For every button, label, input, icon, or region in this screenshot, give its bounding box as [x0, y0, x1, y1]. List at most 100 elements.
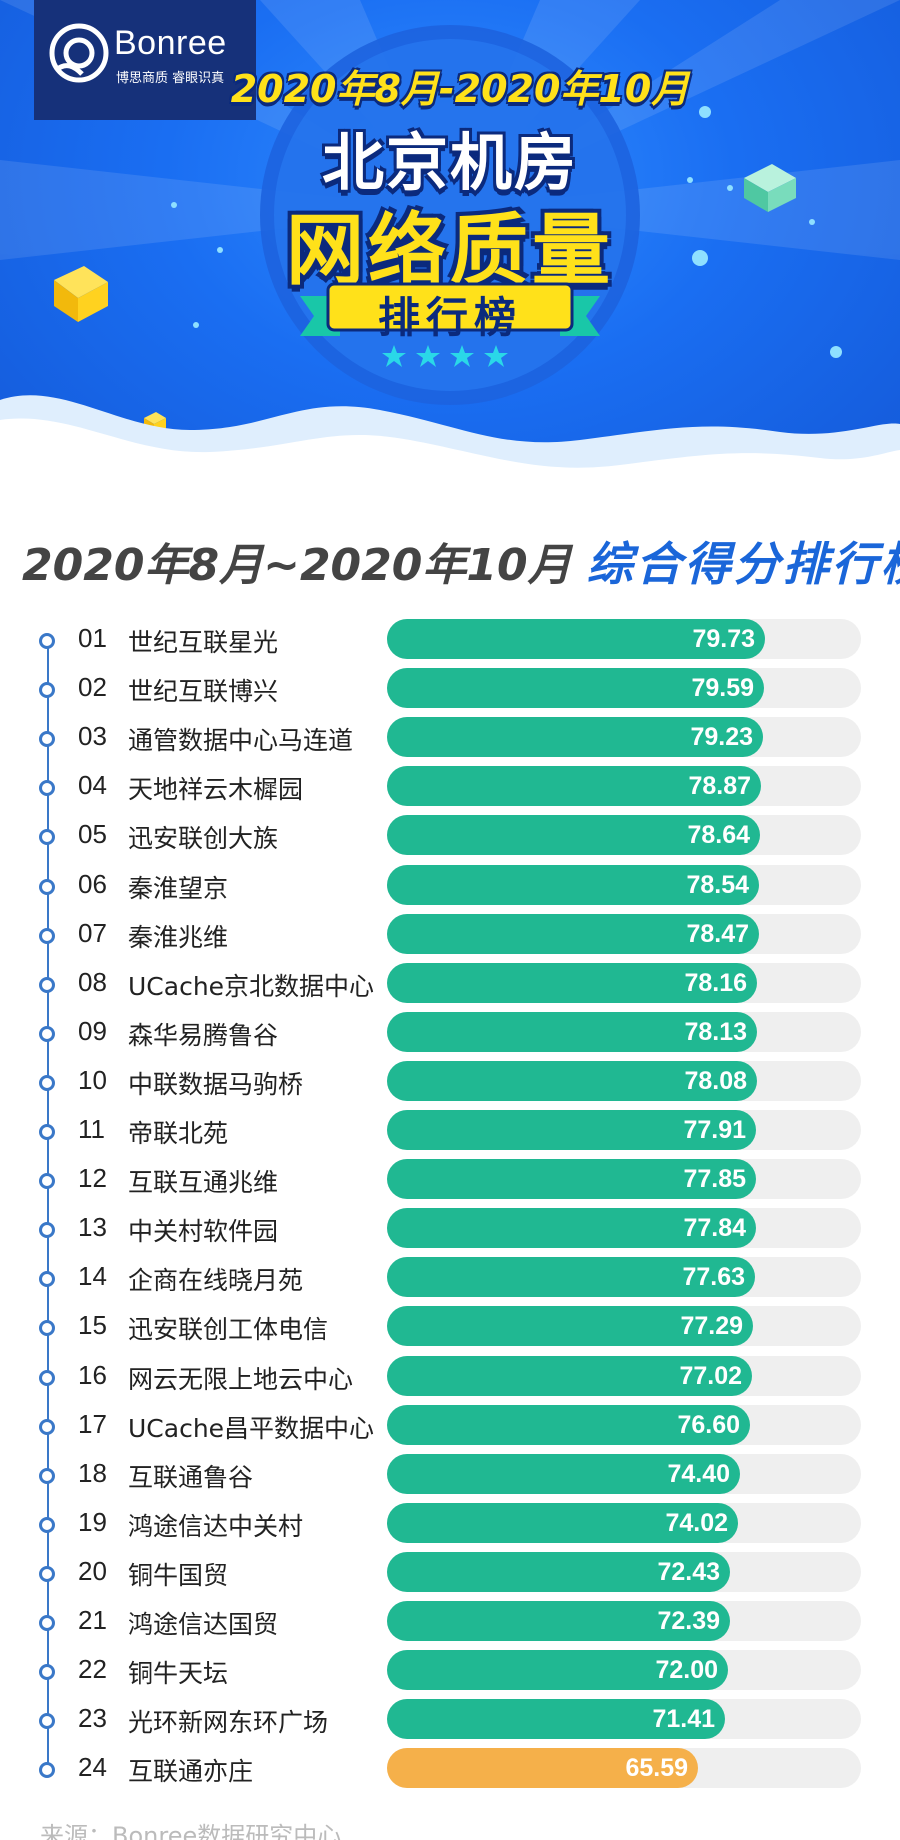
rating-stars-icon	[382, 345, 508, 367]
ranking-row: 07 秦淮兆维 78.47	[0, 912, 900, 961]
score-label: 79.73	[692, 625, 755, 653]
datacenter-name: 鸿途信达中关村	[128, 1511, 304, 1541]
score-label: 77.85	[683, 1165, 746, 1194]
banner-title-line1: 北京机房	[321, 126, 578, 199]
score-bar	[387, 1404, 750, 1445]
score-bar	[387, 619, 765, 659]
rank-number: 04	[78, 770, 107, 801]
rank-number: 17	[78, 1408, 107, 1439]
rank-number: 09	[78, 1015, 107, 1046]
rank-number: 01	[78, 623, 107, 653]
datacenter-name: 互联通亦庄	[128, 1757, 254, 1787]
ranking-row: 19 鸿途信达中关村 74.02	[0, 1501, 900, 1550]
score-label: 78.54	[686, 870, 749, 899]
score-label: 74.40	[667, 1459, 730, 1488]
ranking-row: 24 互联通亦庄 65.59	[0, 1746, 900, 1795]
rank-number: 06	[78, 868, 107, 899]
rank-number: 16	[78, 1359, 107, 1390]
datacenter-name: 鸿途信达国贸	[128, 1610, 279, 1639]
rank-number: 12	[78, 1163, 107, 1194]
datacenter-name: UCache京北数据中心	[128, 971, 375, 1001]
ranking-row: 23 光环新网东环广场 71.41	[0, 1697, 900, 1746]
banner-title-line2: 网络质量	[285, 206, 614, 296]
timeline-dot	[39, 1615, 55, 1631]
ranking-row: 05 迅安联创大族 78.64	[0, 813, 900, 862]
score-label: 77.84	[683, 1214, 746, 1243]
score-bar	[387, 815, 760, 856]
timeline-dot	[39, 1467, 55, 1484]
datacenter-name: 帝联北苑	[128, 1119, 229, 1148]
score-label: 65.59	[625, 1754, 688, 1783]
score-bar	[387, 1257, 755, 1298]
timeline-dot	[39, 1369, 55, 1386]
score-bar	[387, 1748, 698, 1789]
timeline-dot	[39, 1762, 55, 1779]
timeline-dot	[39, 1025, 55, 1042]
ranking-row: 02 世纪互联博兴 79.59	[0, 666, 900, 715]
score-label: 78.64	[687, 821, 750, 850]
score-label: 78.08	[684, 1066, 747, 1095]
score-label: 78.16	[684, 968, 747, 997]
ranking-row: 06 秦淮望京 78.54	[0, 863, 900, 912]
score-bar	[387, 1208, 756, 1249]
rank-number: 07	[78, 917, 107, 948]
timeline-line	[47, 638, 49, 1768]
score-label: 77.02	[679, 1361, 742, 1390]
timeline-dot	[39, 633, 55, 649]
section-label: 综合得分排行榜	[586, 537, 900, 591]
score-bar	[387, 962, 757, 1003]
datacenter-name: 通管数据中心马连道	[128, 726, 354, 756]
score-bar	[387, 1306, 753, 1347]
timeline-dot	[39, 1418, 55, 1435]
score-bar	[387, 668, 764, 709]
rank-number: 18	[78, 1457, 107, 1488]
rank-number: 02	[78, 672, 107, 703]
section-title: 2020年8月~2020年10月 综合得分排行榜	[22, 528, 900, 594]
score-bar	[387, 1502, 738, 1543]
ranking-row: 16 网云无限上地云中心 77.02	[0, 1354, 900, 1403]
score-label: 77.29	[680, 1312, 743, 1341]
score-bar	[387, 1699, 725, 1740]
datacenter-name: 世纪互联星光	[128, 628, 279, 657]
score-bar	[387, 1355, 752, 1396]
ranking-row: 14 企商在线晓月苑 77.63	[0, 1255, 900, 1304]
yellow-cube-icon	[54, 266, 108, 322]
score-bar	[387, 717, 763, 758]
banner-date-range: 2020年8月-2020年10月	[230, 67, 690, 111]
score-label: 77.63	[682, 1263, 745, 1292]
timeline-dot	[39, 1222, 55, 1239]
ranking-row: 21 鸿途信达国贸 72.39	[0, 1599, 900, 1648]
rank-number: 19	[78, 1506, 107, 1537]
title-ribbon	[300, 282, 600, 336]
datacenter-name: 天地祥云木樨园	[128, 775, 304, 805]
rank-number: 24	[78, 1752, 107, 1783]
score-bar	[387, 1453, 740, 1494]
ranking-row: 10 中联数据马驹桥 78.08	[0, 1059, 900, 1108]
score-bar	[387, 1011, 757, 1052]
datacenter-name: 世纪互联博兴	[128, 677, 279, 707]
teal-cube-icon	[744, 164, 796, 212]
datacenter-name: 秦淮望京	[128, 873, 229, 903]
score-label: 72.43	[657, 1557, 720, 1586]
ranking-row: 12 互联互通兆维 77.85	[0, 1157, 900, 1206]
score-label: 74.02	[665, 1508, 728, 1537]
header-banner: Bonree 博思商质 睿眼识真 2020年8月-2020年10月 北京机房 网…	[0, 0, 900, 500]
ranking-row: 11 帝联北苑 77.91	[0, 1108, 900, 1157]
score-bar	[387, 1551, 730, 1592]
score-label: 78.13	[684, 1017, 747, 1046]
ranking-row: 01 世纪互联星光 79.73	[0, 617, 900, 666]
datacenter-name: 网云无限上地云中心	[128, 1364, 354, 1394]
score-bar	[387, 1110, 756, 1150]
ranking-row: 15 迅安联创工体电信 77.29	[0, 1304, 900, 1353]
timeline-dot	[39, 927, 55, 944]
score-label: 79.59	[691, 674, 754, 703]
datacenter-name: 中关村软件园	[128, 1217, 279, 1247]
score-label: 77.91	[683, 1116, 746, 1144]
datacenter-name: 光环新网东环广场	[128, 1708, 329, 1738]
timeline-dot	[39, 878, 55, 895]
timeline-dot	[39, 780, 55, 797]
rank-number: 13	[78, 1212, 107, 1243]
timeline-dot	[39, 829, 55, 846]
rank-number: 20	[78, 1555, 107, 1586]
datacenter-name: 互联互通兆维	[128, 1168, 279, 1198]
